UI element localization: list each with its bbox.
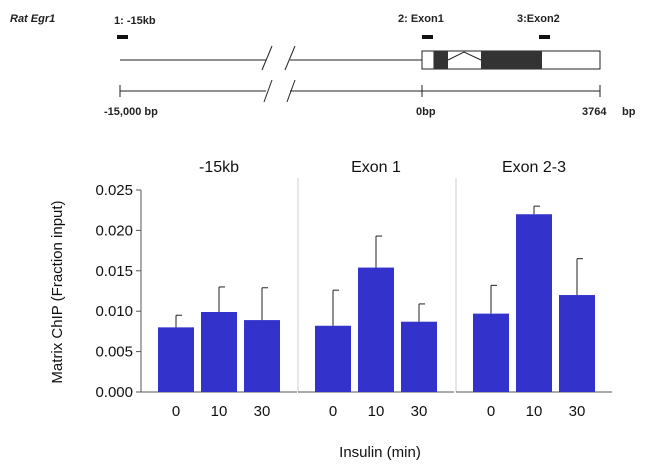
- bar: [559, 295, 595, 392]
- panel-1: -15kb 0 10 30: [141, 159, 297, 420]
- break-mark-1: [261, 45, 273, 71]
- x-tick-label: 10: [526, 403, 543, 420]
- y-axis: 0.000 0.005 0.010 0.015 0.020 0.025: [95, 182, 142, 401]
- x-tick-label: 30: [569, 403, 586, 420]
- intron-line: [447, 51, 482, 61]
- scale-label-start: -15,000 bp: [104, 106, 158, 118]
- x-tick-label: 0: [172, 403, 180, 420]
- x-tick-label: 10: [211, 403, 228, 420]
- scale-label-end: 3764: [582, 106, 607, 118]
- gene-name: Rat Egr1: [10, 13, 55, 25]
- bar-chart: Matrix ChIP (Fraction input) Insulin (mi…: [49, 159, 612, 461]
- bar: [315, 325, 351, 392]
- y-axis-label: Matrix ChIP (Fraction input): [49, 200, 66, 383]
- x-tick-label: 10: [368, 403, 385, 420]
- bar: [158, 327, 194, 392]
- y-tick-label: 0.020: [95, 222, 133, 239]
- scale-label-zero: 0bp: [416, 106, 436, 118]
- bar: [244, 320, 280, 392]
- probe-label-1: 1: -15kb: [114, 15, 156, 27]
- gene-map: Rat Egr1 1: -15kb 2: Exon1 3:Exon2 -15,0…: [10, 13, 636, 118]
- exon-2: [481, 51, 542, 69]
- intron-gap: [448, 52, 481, 68]
- scale-label-unit: bp: [622, 106, 636, 118]
- bar: [473, 313, 509, 392]
- probe-label-2: 2: Exon1: [398, 13, 444, 25]
- x-tick-label: 0: [329, 403, 337, 420]
- scale-break-1: [263, 79, 273, 103]
- panel-title: -15kb: [199, 159, 239, 176]
- probe-marker-1: [117, 35, 128, 39]
- bar: [516, 214, 552, 392]
- panel-2: Exon 1 0 10 30: [297, 159, 454, 420]
- utr-5: [421, 50, 435, 70]
- exon-1: [434, 51, 448, 69]
- y-tick-label: 0.000: [95, 384, 133, 401]
- y-tick-label: 0.025: [95, 182, 133, 199]
- y-tick-label: 0.015: [95, 263, 133, 280]
- bar: [358, 267, 394, 392]
- panel-3: Exon 2-3 0 10 30: [455, 159, 612, 420]
- probe-label-3: 3:Exon2: [517, 13, 560, 25]
- bar: [401, 321, 437, 392]
- y-tick-label: 0.005: [95, 344, 133, 361]
- break-mark-2: [284, 45, 296, 71]
- x-tick-label: 30: [254, 403, 271, 420]
- probe-marker-3: [539, 35, 550, 39]
- x-axis-label: Insulin (min): [339, 444, 421, 461]
- panel-title: Exon 1: [351, 159, 401, 176]
- probe-marker-2: [422, 35, 433, 39]
- y-tick-label: 0.010: [95, 303, 133, 320]
- chart-panels: -15kb 0 10 30 Exon 1 0 10 30 Exon 2-3 0 10 30: [141, 159, 612, 420]
- x-tick-label: 30: [411, 403, 428, 420]
- panel-title: Exon 2-3: [502, 159, 566, 176]
- scale-break-2: [286, 79, 296, 103]
- x-tick-label: 0: [487, 403, 495, 420]
- bar: [201, 312, 237, 392]
